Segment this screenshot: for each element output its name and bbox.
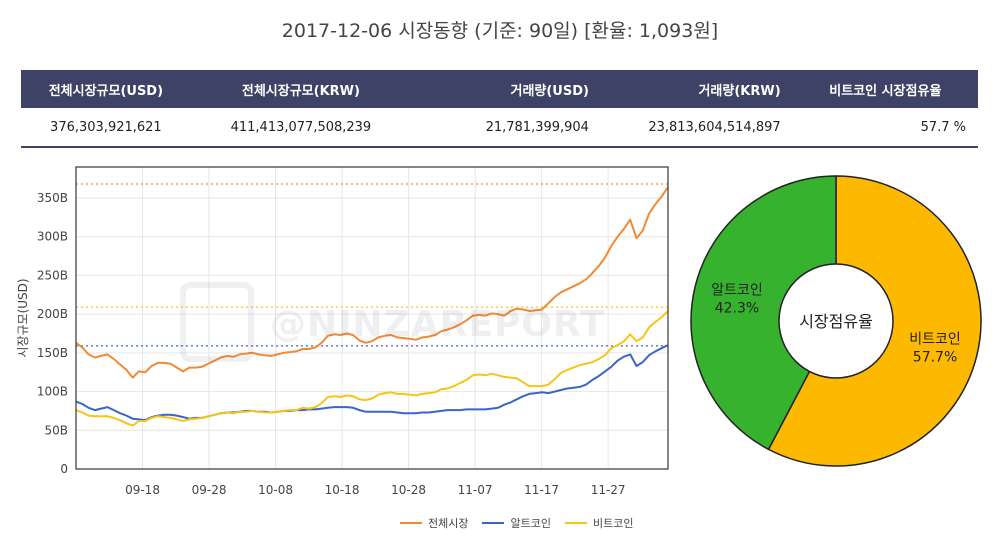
x-tick-label: 10-08 <box>258 483 293 497</box>
legend-swatch-alt <box>482 522 505 524</box>
header-total-krw: 전체시장규모(KRW) <box>190 70 412 108</box>
x-tick-label: 09-18 <box>125 483 160 497</box>
legend-item-total[interactable]: 전체시장 <box>400 515 468 531</box>
pie-slice-label: 알트코인 <box>711 283 763 299</box>
legend-label-total: 전체시장 <box>428 517 469 530</box>
pie-chart[interactable]: 비트코인 57.7% 알트코인 42.3% 시장점유율 <box>690 175 982 467</box>
line-chart[interactable]: 0 50B 100B 150B 200B 250B 300B 350B 09-18 09-28 10… <box>16 166 669 497</box>
header-volume-krw: 거래량(KRW) <box>600 70 793 108</box>
legend-label-alt: 알트코인 <box>510 517 551 530</box>
y-tick-label: 200B <box>37 307 68 321</box>
x-tick-label: 09-28 <box>192 483 227 497</box>
header-volume-usd: 거래량(USD) <box>411 70 601 108</box>
donut-center-label: 시장점유율 <box>799 312 873 331</box>
pie-slice-value: 42.3% <box>715 301 759 317</box>
header-total-usd: 전체시장규모(USD) <box>21 70 191 108</box>
legend-item-btc[interactable]: 비트코인 <box>564 515 634 531</box>
pie-slice-1 <box>690 175 837 451</box>
watermark: @NINZAREPORT <box>180 282 605 372</box>
header-btc-share: 비트코인 시장점유율 <box>792 70 978 108</box>
x-tick-label: 10-18 <box>325 483 360 497</box>
x-tick-label: 10-28 <box>391 483 426 497</box>
page-title: 2017-12-06 시장동향 (기준: 90일) [환율: 1,093원] <box>281 20 719 42</box>
pie-slice-value: 57.7% <box>913 349 957 365</box>
table-header-row: 전체시장규모(USD) 전체시장규모(KRW) 거래량(USD) 거래량(KRW… <box>21 70 978 108</box>
y-axis-label: 시장규모(USD) <box>16 278 30 357</box>
value-total-usd: 376,303,921,621 <box>21 108 191 148</box>
watermark-logo-icon <box>180 282 254 362</box>
legend-swatch-btc <box>564 522 587 524</box>
chart-legend: 전체시장 알트코인 비트코인 <box>400 515 633 531</box>
value-total-krw: 411,413,077,508,239 <box>190 108 412 148</box>
value-volume-krw: 23,813,604,514,897 <box>600 108 793 148</box>
table-row: 376,303,921,621 411,413,077,508,239 21,7… <box>21 108 978 148</box>
legend-item-alt[interactable]: 알트코인 <box>482 515 551 531</box>
legend-swatch-total <box>400 522 422 524</box>
market-stats-table: 전체시장규모(USD) 전체시장규모(KRW) 거래량(USD) 거래량(KRW… <box>21 70 978 148</box>
y-tick-label: 300B <box>37 230 68 244</box>
pie-slice-label: 비트코인 <box>909 331 961 347</box>
value-btc-share: 57.7 % <box>792 108 978 148</box>
y-tick-label: 250B <box>37 268 68 282</box>
series-line-0 <box>75 186 669 379</box>
legend-label-btc: 비트코인 <box>592 517 634 530</box>
y-tick-label: 150B <box>37 346 68 360</box>
donut-hole <box>778 263 894 379</box>
x-tick-label: 11-17 <box>524 483 559 497</box>
x-tick-label: 11-27 <box>591 483 626 497</box>
y-tick-label: 50B <box>44 423 68 437</box>
y-tick-label: 350B <box>37 191 68 205</box>
y-tick-label: 100B <box>37 385 68 399</box>
value-volume-usd: 21,781,399,904 <box>411 108 601 148</box>
series-line-1 <box>75 344 669 422</box>
series-line-2 <box>75 310 669 427</box>
x-tick-label: 11-07 <box>458 483 493 497</box>
watermark-text: @NINZAREPORT <box>270 304 606 345</box>
plot-frame <box>75 166 669 470</box>
y-tick-label: 0 <box>60 462 68 476</box>
